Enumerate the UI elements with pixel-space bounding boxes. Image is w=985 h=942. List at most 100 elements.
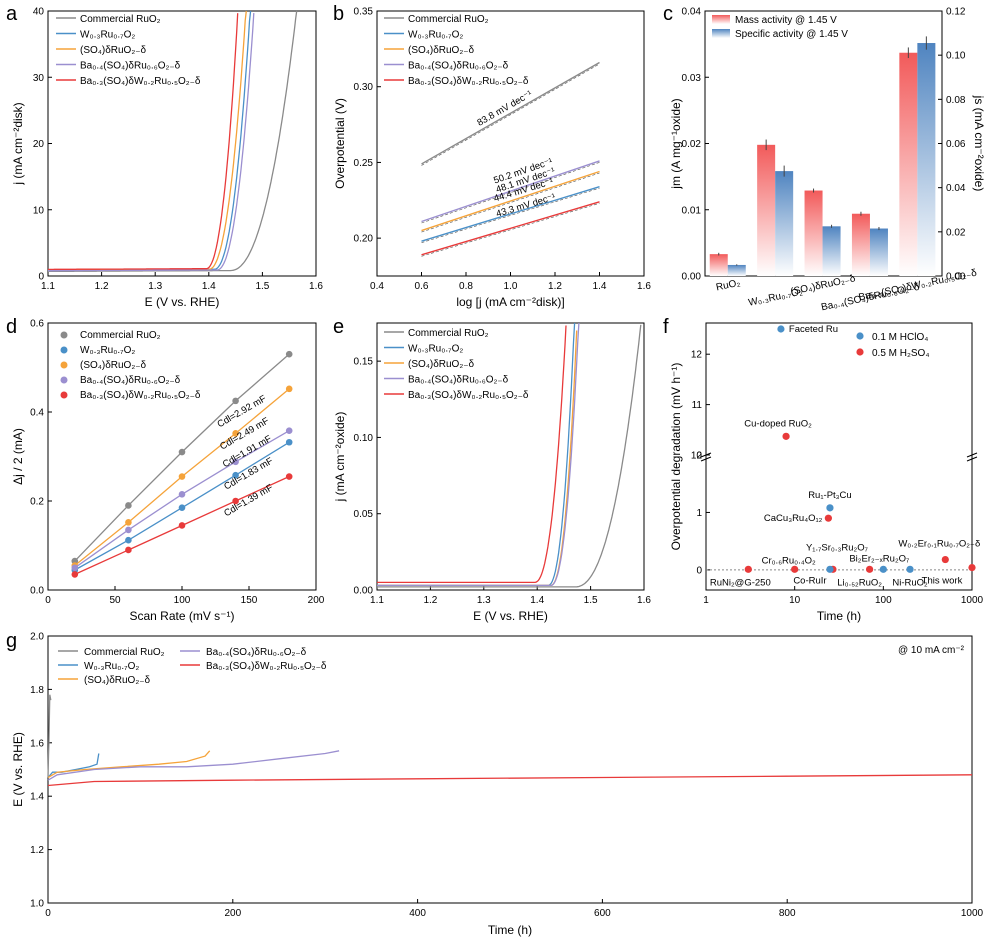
panel-f-point-label: Faceted Ru xyxy=(789,324,838,335)
panel-letter-g: g xyxy=(6,630,17,652)
panel-d-legend-entry: Ba₀.₄(SO₄)δRu₀.₆O₂₋δ xyxy=(80,375,181,386)
panel-d-point xyxy=(232,397,239,405)
panel-g-xlabel: Time (h) xyxy=(488,923,532,937)
panel-d-point xyxy=(125,536,132,544)
panel-f-xlabel: Time (h) xyxy=(817,609,861,623)
panel-c-bar-mass xyxy=(899,52,918,276)
panel-a-ylabel: j (mA cm⁻²disk) xyxy=(11,102,25,185)
panel-f-axis-break xyxy=(966,452,978,458)
panel-c-bar-mass xyxy=(757,144,776,276)
panel-a-curve xyxy=(48,10,247,271)
panel-a-curve xyxy=(48,13,255,272)
panel-e-xlabel: E (V vs. RHE) xyxy=(473,609,548,623)
panel-a-legend-entry: Ba₀.₄(SO₄)δRu₀.₆O₂₋δ xyxy=(80,61,181,72)
panel-g-xtick-label: 200 xyxy=(224,908,241,919)
panel-f-point-label: W₀.₂Er₀.₁Ru₀.₇O₂₋δ xyxy=(898,539,980,550)
panel-e-xtick-label: 1.1 xyxy=(370,595,384,606)
panel-d-point xyxy=(178,473,186,480)
panel-letter-a: a xyxy=(6,3,18,25)
panel-letter-f: f xyxy=(663,316,669,338)
panel-d-point xyxy=(232,458,239,466)
panel-b-xtick-label: 0.8 xyxy=(459,281,473,292)
panel-g-curve xyxy=(47,750,211,779)
panel-d-legend-marker xyxy=(60,391,68,399)
panel-c-right-ytick-label: 0.10 xyxy=(946,51,966,62)
panel-f-point xyxy=(744,565,752,573)
panel-b-dashed-fit xyxy=(421,172,600,233)
panel-d-legend-entry: Ba₀.₃(SO₄)δW₀.₂Ru₀.₅O₂₋δ xyxy=(80,390,201,401)
panel-d-point xyxy=(232,430,239,437)
panel-f-point-label: Li₀.₅₂RuO₂ xyxy=(837,577,882,588)
panel-c-bar-specific xyxy=(727,264,746,276)
panel-f-xtick-label: 1 xyxy=(703,595,709,606)
panel-f-ytick-label: 1 xyxy=(696,508,702,519)
panel-e-ytick-label: 0.00 xyxy=(354,586,374,597)
panel-f-point xyxy=(826,565,834,573)
panel-d-xtick-label: 150 xyxy=(241,595,258,606)
panel-f-point-label: RuNi₂@G-250 xyxy=(710,577,771,588)
panel-c-ytick-label: 0.01 xyxy=(682,205,702,216)
panel-g-legend-entry: Ba₀.₄(SO₄)δRu₀.₆O₂₋δ xyxy=(206,647,307,658)
panel-d-point xyxy=(178,522,186,529)
panel-f-point xyxy=(824,514,832,522)
panel-c-right-ytick-label: 0.12 xyxy=(946,7,966,18)
panel-e-legend-entry: W₀.₃Ru₀.₇O₂ xyxy=(408,344,463,355)
panel-c-bar-mass xyxy=(804,190,823,276)
panel-f-point xyxy=(782,432,790,440)
panel-e-curve xyxy=(377,322,580,587)
panel-f-ytick-label: 12 xyxy=(691,350,703,361)
panel-d-point xyxy=(178,491,186,498)
panel-c-category-label: (SO₄)δRuO₂₋δ xyxy=(790,273,857,298)
panel-f-point xyxy=(906,565,914,573)
panel-g-xtick-label: 0 xyxy=(45,908,51,919)
panel-b-legend-entry: Ba₀.₃(SO₄)δW₀.₂Ru₀.₅O₂₋δ xyxy=(408,76,529,87)
panel-a-curve xyxy=(48,10,252,271)
panel-f-xtick-label: 10 xyxy=(789,595,801,606)
panel-e-frame xyxy=(376,322,645,591)
panel-f-legend-marker xyxy=(856,348,864,356)
panel-d-legend-entry: W₀.₃Ru₀.₇O₂ xyxy=(80,345,135,356)
panel-d-legend-marker xyxy=(60,376,68,384)
panel-b-xtick-label: 0.6 xyxy=(415,281,429,292)
panel-b-dashed-fit xyxy=(421,63,600,166)
panel-e-xtick-label: 1.4 xyxy=(530,595,544,606)
panel-c-legend-swatch-mass xyxy=(712,15,730,24)
panel-d-point xyxy=(178,448,186,456)
panel-c-right-ytick-label: 0.00 xyxy=(946,272,966,283)
panel-g-legend-entry: Commercial RuO₂ xyxy=(84,647,165,658)
panel-d-point xyxy=(285,473,293,480)
panel-e-xtick-label: 1.6 xyxy=(637,595,651,606)
panel-d-legend-entry: Commercial RuO₂ xyxy=(80,330,161,341)
panel-c-ytick-label: 0.03 xyxy=(682,73,702,84)
panel-d-xtick-label: 200 xyxy=(308,595,325,606)
panel-d-legend-entry: (SO₄)δRuO₂₋δ xyxy=(80,360,146,371)
panel-f-point xyxy=(865,565,874,573)
panel-b-ytick-label: 0.35 xyxy=(354,7,374,18)
panel-d-xtick-label: 100 xyxy=(174,595,191,606)
panel-g-ytick-label: 1.6 xyxy=(30,738,44,749)
panel-b-xtick-label: 1.6 xyxy=(637,281,651,292)
panel-b-legend-entry: Commercial RuO₂ xyxy=(408,14,489,25)
panel-f-point-label: Ni-RuO₂ xyxy=(892,577,928,588)
panel-f-ylabel: Overpotential degradation (mV h⁻¹) xyxy=(669,363,683,551)
panel-b-ylabel: Overpotential (V) xyxy=(333,98,347,189)
panel-letter-c: c xyxy=(663,3,673,25)
panel-d-legend-marker xyxy=(60,361,68,369)
panel-g-ytick-label: 1.4 xyxy=(30,792,44,803)
panel-b-fit-line xyxy=(421,170,600,232)
panel-f-ytick-label: 0 xyxy=(696,565,702,576)
panel-b-xlabel: log [j (mA cm⁻²disk)] xyxy=(456,295,564,309)
panel-g-curve xyxy=(47,774,973,787)
panel-f-point xyxy=(968,563,976,572)
panel-b-ytick-label: 0.20 xyxy=(354,234,374,245)
panel-d-ylabel: Δj / 2 (mA) xyxy=(11,428,25,485)
panel-b-ytick-label: 0.30 xyxy=(354,82,374,93)
panel-e-curve xyxy=(377,325,567,584)
panel-g-xtick-label: 600 xyxy=(594,908,611,919)
panel-c-bar-mass xyxy=(709,254,728,276)
panel-letter-e: e xyxy=(333,316,344,338)
panel-f-axis-break xyxy=(700,456,712,462)
panel-f-point-label: Co-RuIr xyxy=(793,575,826,586)
panel-d-point xyxy=(71,564,79,572)
panel-d-legend-marker xyxy=(60,346,68,354)
